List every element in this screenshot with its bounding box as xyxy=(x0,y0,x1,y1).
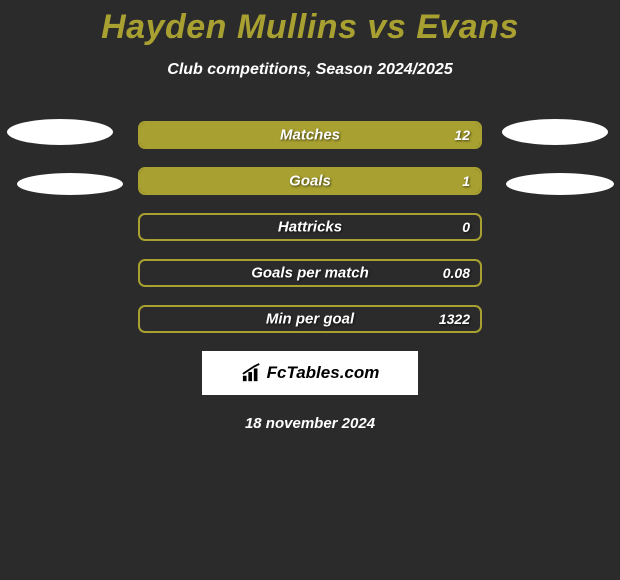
brand-text: FcTables.com xyxy=(267,363,380,383)
bar-label: Min per goal xyxy=(266,311,354,328)
bar-value: 0.08 xyxy=(443,265,470,281)
bar-label: Hattricks xyxy=(278,219,342,236)
bar-row-min-per-goal: Min per goal 1322 xyxy=(138,305,482,333)
bar-row-goals: Goals 1 xyxy=(138,167,482,195)
brand-inner: FcTables.com xyxy=(241,363,380,383)
brand-box[interactable]: FcTables.com xyxy=(202,351,418,395)
bar-chart-icon xyxy=(241,363,263,383)
bar-value: 1322 xyxy=(439,311,470,327)
player-right-avatar-1 xyxy=(502,119,608,145)
bar-label: Goals xyxy=(289,173,331,190)
player-left-avatar-1 xyxy=(7,119,113,145)
player-right-avatar-2 xyxy=(506,173,614,195)
player-left-avatar-2 xyxy=(17,173,123,195)
page-subtitle: Club competitions, Season 2024/2025 xyxy=(0,61,620,79)
bar-row-hattricks: Hattricks 0 xyxy=(138,213,482,241)
date-line: 18 november 2024 xyxy=(0,415,620,432)
bar-label: Matches xyxy=(280,127,340,144)
comparison-chart: Matches 12 Goals 1 Hattricks 0 Goals per… xyxy=(0,121,620,432)
bar-row-goals-per-match: Goals per match 0.08 xyxy=(138,259,482,287)
bar-value: 1 xyxy=(462,173,470,189)
page-title: Hayden Mullins vs Evans xyxy=(0,0,620,47)
bar-label: Goals per match xyxy=(251,265,369,282)
bar-value: 0 xyxy=(462,219,470,235)
bar-row-matches: Matches 12 xyxy=(138,121,482,149)
bar-value: 12 xyxy=(454,127,470,143)
